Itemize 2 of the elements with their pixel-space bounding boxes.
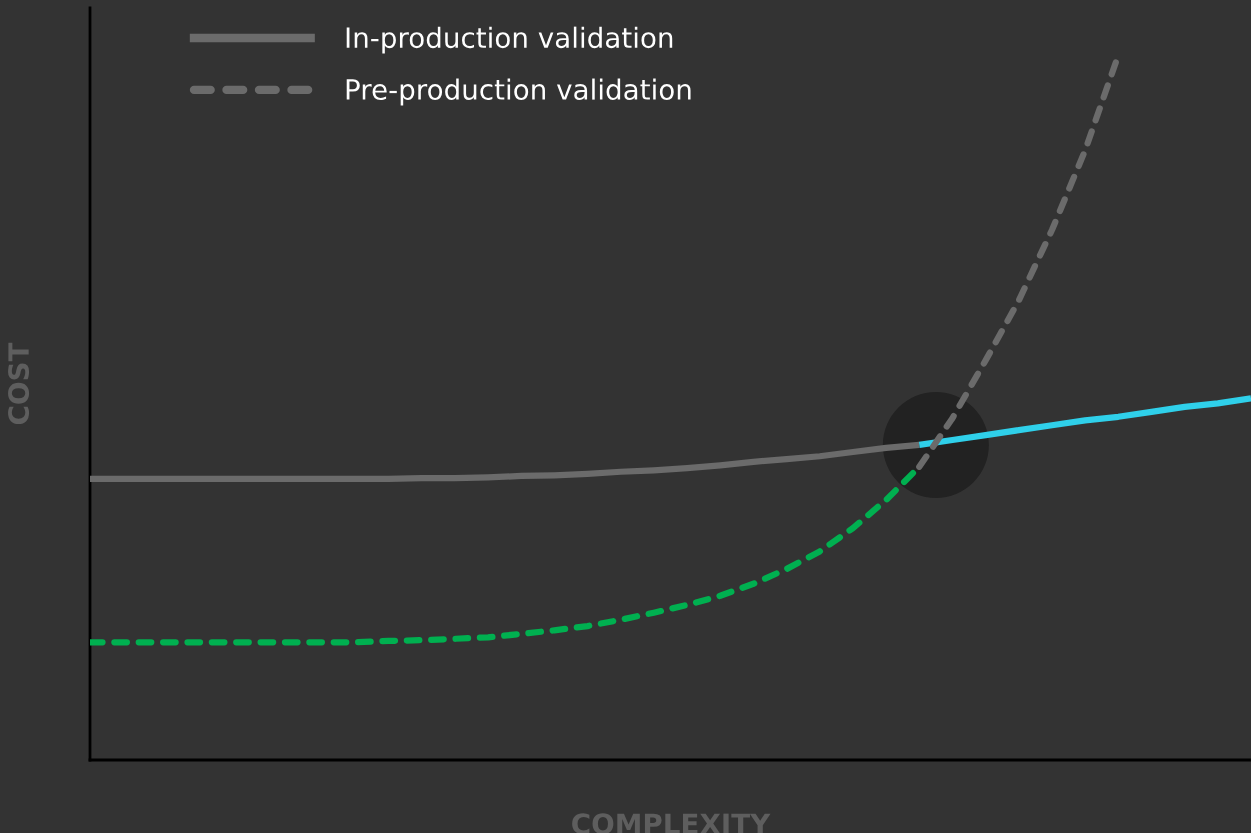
legend-label: Pre-production validation — [346, 78, 691, 106]
legend-label: In-production validation — [346, 26, 673, 54]
